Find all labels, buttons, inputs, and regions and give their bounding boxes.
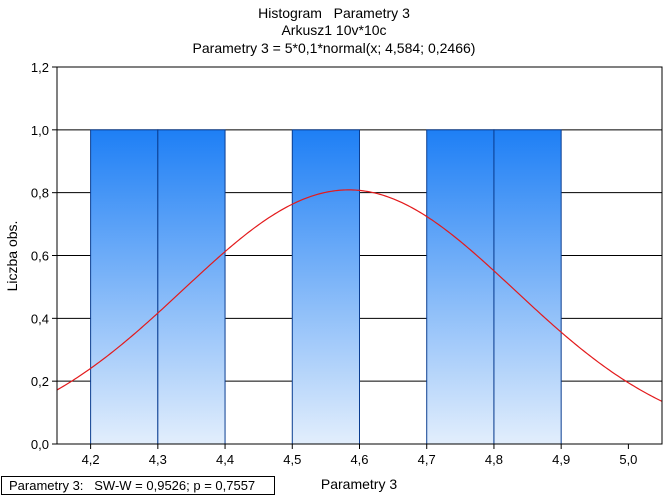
x-tick-label: 4,2 xyxy=(82,452,100,467)
y-tick-label: 0,2 xyxy=(31,374,49,389)
normality-test-box: Parametry 3: SW-W = 0,9526; p = 0,7557 xyxy=(1,476,275,495)
histogram-bar xyxy=(291,129,360,445)
y-axis-label: Liczba obs. xyxy=(4,221,20,292)
x-tick-label: 4,7 xyxy=(418,452,436,467)
y-tick-label: 1,2 xyxy=(31,60,49,75)
x-tick-label: 5,0 xyxy=(619,452,637,467)
y-tick-label: 0,8 xyxy=(31,186,49,201)
y-tick-label: 1,0 xyxy=(31,123,49,138)
x-tick-label: 4,5 xyxy=(283,452,301,467)
fit-function-label: Parametry 3 = 5*0,1*normal(x; 4,584; 0,2… xyxy=(193,40,476,56)
x-axis-ticks: 4,2 4,3 4,4 4,5 4,6 4,7 4,8 4,9 5,0 xyxy=(82,444,637,467)
y-tick-label: 0,6 xyxy=(31,249,49,264)
histogram-bar xyxy=(493,129,562,445)
normality-test-text: Parametry 3: SW-W = 0,9526; p = 0,7557 xyxy=(9,478,256,493)
y-axis-ticks: 0,0 0,2 0,4 0,6 0,8 1,0 1,2 xyxy=(31,60,57,452)
x-tick-label: 4,9 xyxy=(552,452,570,467)
x-axis-label: Parametry 3 xyxy=(321,476,397,492)
histogram-bar xyxy=(157,129,226,445)
normal-fit-curve xyxy=(57,189,662,402)
y-tick-label: 0,0 xyxy=(31,437,49,452)
histogram-bars xyxy=(90,129,562,445)
y-tick-label: 0,4 xyxy=(31,311,49,326)
chart-subtitle: Arkusz1 10v*10c xyxy=(281,22,386,38)
histogram-bar xyxy=(90,129,159,445)
histogram-bar xyxy=(426,129,495,445)
x-tick-label: 4,4 xyxy=(216,452,234,467)
x-tick-label: 4,6 xyxy=(350,452,368,467)
normal-fit-line xyxy=(57,189,662,402)
x-tick-label: 4,8 xyxy=(485,452,503,467)
x-tick-label: 4,3 xyxy=(149,452,167,467)
chart-title: Histogram Parametry 3 xyxy=(258,5,410,21)
